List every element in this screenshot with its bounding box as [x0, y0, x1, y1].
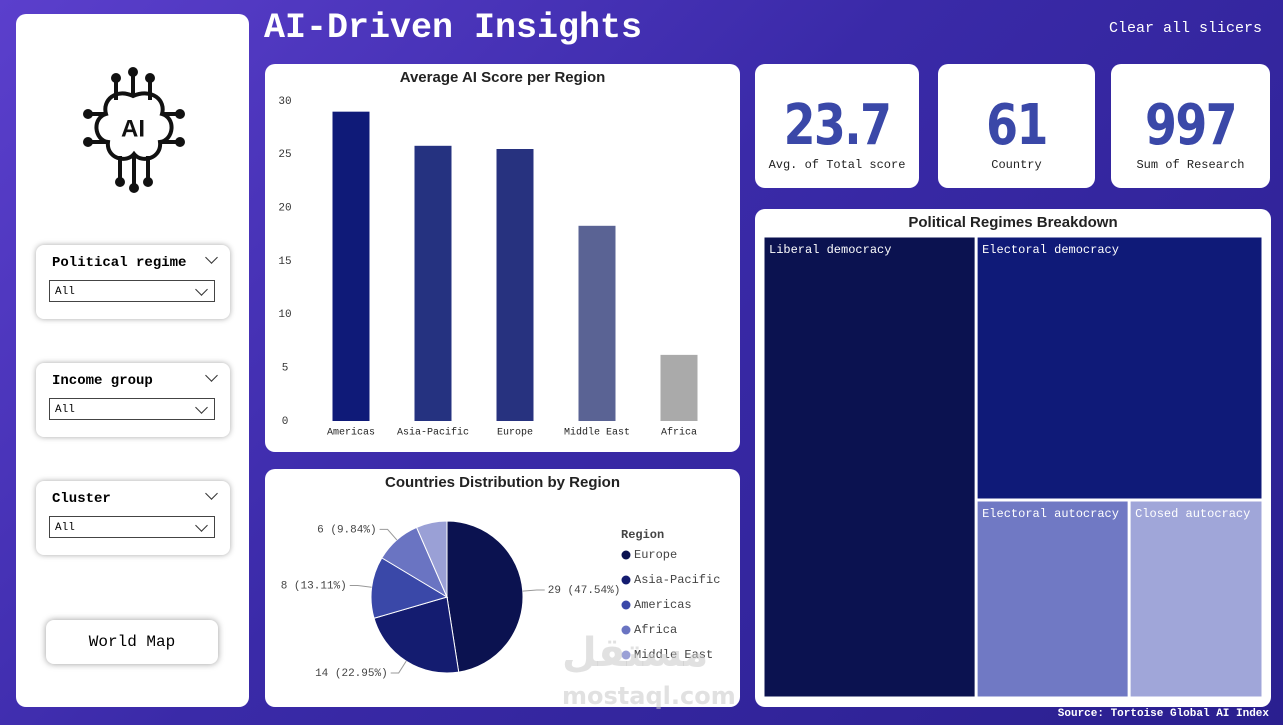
legend-marker	[621, 625, 631, 635]
treemap-panel: Political Regimes Breakdown Liberal democ…	[755, 209, 1271, 707]
treemap-tile	[977, 237, 1262, 499]
chevron	[205, 369, 218, 382]
kpi-label: Country	[991, 158, 1042, 172]
chevron	[195, 283, 208, 296]
slicer[interactable]: Political regime All	[36, 245, 230, 319]
y-tick-label: 0	[282, 416, 289, 428]
clear-slicers[interactable]: Clear all slicers	[1109, 20, 1263, 37]
watermark: mostaql.com	[562, 682, 736, 710]
leader-line	[390, 660, 407, 674]
legend-label: Europe	[634, 548, 677, 562]
legend-title: Region	[621, 528, 664, 542]
chevron	[195, 401, 208, 414]
legend-label: Middle East	[634, 648, 713, 662]
legend-marker	[621, 575, 631, 585]
bar-chart: Average AI Score per Region 0 5 10 15 20 25 30 A…	[278, 69, 698, 439]
x-tick-label: Americas	[327, 427, 375, 439]
data-label: 6 (9.84%)	[317, 524, 376, 536]
bar-panel: Average AI Score per Region 0 5 10 15 20 25 30 A…	[265, 64, 740, 452]
slicer[interactable]: Cluster All	[36, 481, 230, 555]
slicer[interactable]: Income group All	[36, 363, 230, 437]
pie-slice	[415, 520, 448, 598]
pie-slice	[370, 557, 449, 619]
slicer-label: Cluster	[52, 491, 111, 507]
tile-label: Liberal democracy	[769, 243, 891, 257]
x-tick-label: Africa	[661, 427, 697, 439]
pie-slice	[446, 520, 524, 673]
leader-line	[349, 584, 372, 588]
y-tick-label: 25	[278, 149, 291, 161]
kpi-label: Sum of Research	[1136, 158, 1245, 172]
kpi-value: 997	[1145, 93, 1238, 158]
slicer-value: All	[55, 404, 75, 416]
logo-text: AI	[121, 115, 145, 142]
page-title: AI-Driven Insights	[264, 8, 643, 48]
y-tick-label: 15	[278, 256, 291, 268]
legend-label: Asia-Pacific	[634, 573, 720, 587]
tile-label: Closed autocracy	[1135, 507, 1250, 521]
tile-label: Electoral democracy	[982, 243, 1119, 257]
y-tick-label: 5	[282, 363, 289, 375]
legend-marker	[621, 550, 631, 560]
kpi-card: 23.7 Avg. of Total score	[755, 64, 919, 188]
legend-label: Americas	[634, 598, 692, 612]
y-tick-label: 30	[278, 96, 291, 108]
treemap-tile	[1130, 501, 1262, 697]
kpi-value: 61	[986, 93, 1048, 158]
watermark: مستقل	[562, 630, 709, 676]
y-tick-label: 20	[278, 203, 291, 215]
bar	[496, 149, 534, 421]
x-tick-label: Middle East	[564, 427, 630, 439]
treemap-chart: Political Regimes Breakdown Liberal democ…	[764, 214, 1262, 697]
legend-marker	[621, 600, 631, 610]
chart-title: Countries Distribution by Region	[385, 474, 620, 491]
slicer-label: Political regime	[52, 255, 187, 271]
pie-chart: Countries Distribution by Region 29 (47.5…	[281, 474, 721, 680]
slicer-dropdown[interactable]: All	[49, 516, 215, 538]
slicer-label: Income group	[52, 373, 153, 389]
leader-line	[522, 589, 545, 592]
y-tick-label: 10	[278, 309, 291, 321]
bar	[578, 225, 616, 421]
kpi-label: Avg. of Total score	[768, 158, 906, 172]
tile-label: Electoral autocracy	[982, 507, 1119, 521]
kpi-value: 23.7	[783, 93, 892, 158]
treemap-tile	[764, 237, 975, 697]
x-tick-label: Europe	[497, 428, 533, 439]
slicer-dropdown[interactable]: All	[49, 398, 215, 420]
data-label: 8 (13.11%)	[281, 580, 347, 592]
world-map-button[interactable]: World Map	[46, 620, 218, 664]
slicer-dropdown[interactable]: All	[49, 280, 215, 302]
slicer-value: All	[55, 522, 75, 534]
legend-marker	[621, 650, 631, 660]
chevron	[195, 519, 208, 532]
bar	[660, 354, 698, 421]
pie-panel: Countries Distribution by Region 29 (47.5…	[265, 469, 740, 707]
data-label: 29 (47.54%)	[548, 585, 621, 597]
leader-line	[379, 528, 398, 541]
chevron	[205, 487, 218, 500]
chart-title: Average AI Score per Region	[400, 69, 606, 86]
kpi-card: 997 Sum of Research	[1111, 64, 1270, 188]
bar	[332, 111, 370, 421]
sidebar: AI	[16, 14, 249, 707]
chevron	[205, 251, 218, 264]
treemap-tile	[977, 501, 1128, 697]
kpi-card: 61 Country	[938, 64, 1095, 188]
source-note: Source: Tortoise Global AI Index	[1057, 708, 1269, 720]
data-label: 14 (22.95%)	[315, 668, 388, 680]
legend-label: Africa	[634, 623, 677, 637]
logo: AI	[83, 67, 185, 193]
x-tick-label: Asia-Pacific	[397, 427, 469, 439]
chart-title: Political Regimes Breakdown	[908, 214, 1117, 231]
slicer-value: All	[55, 286, 75, 298]
bar	[414, 145, 452, 422]
